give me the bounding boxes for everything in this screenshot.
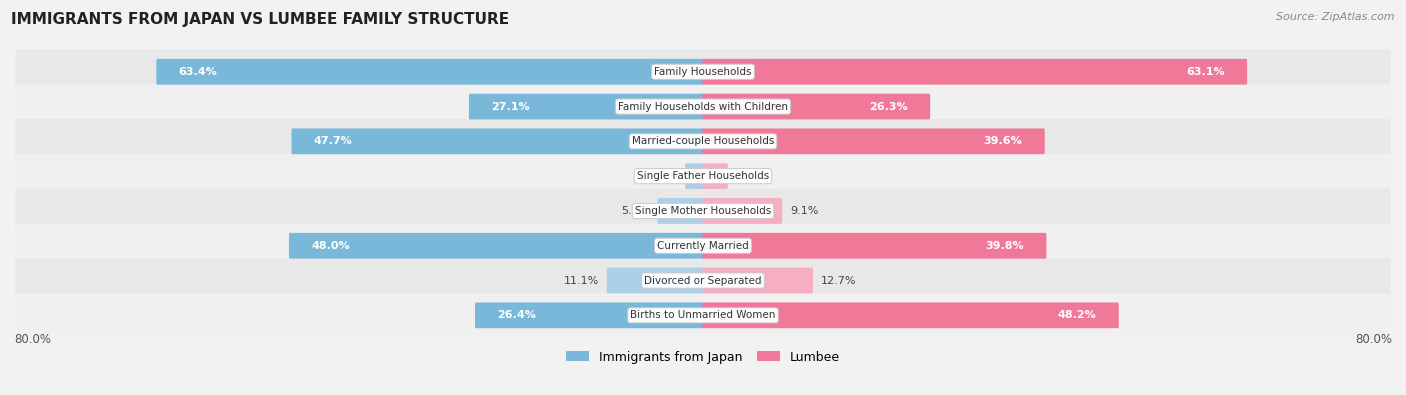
Text: 39.8%: 39.8% xyxy=(986,241,1024,251)
Text: 5.2%: 5.2% xyxy=(621,206,650,216)
Text: 48.2%: 48.2% xyxy=(1057,310,1097,320)
FancyBboxPatch shape xyxy=(15,258,1391,303)
FancyBboxPatch shape xyxy=(470,94,703,119)
Text: 47.7%: 47.7% xyxy=(314,136,353,147)
FancyBboxPatch shape xyxy=(290,233,703,259)
FancyBboxPatch shape xyxy=(703,163,728,189)
Text: Source: ZipAtlas.com: Source: ZipAtlas.com xyxy=(1277,12,1395,22)
FancyBboxPatch shape xyxy=(15,154,1391,198)
FancyBboxPatch shape xyxy=(658,198,703,224)
FancyBboxPatch shape xyxy=(156,59,703,85)
Text: 39.6%: 39.6% xyxy=(984,136,1022,147)
FancyBboxPatch shape xyxy=(703,94,931,119)
Text: 26.3%: 26.3% xyxy=(869,102,908,111)
Text: Single Mother Households: Single Mother Households xyxy=(636,206,770,216)
FancyBboxPatch shape xyxy=(15,224,1391,268)
FancyBboxPatch shape xyxy=(607,268,703,293)
FancyBboxPatch shape xyxy=(685,163,703,189)
FancyBboxPatch shape xyxy=(475,303,703,328)
Text: 63.4%: 63.4% xyxy=(179,67,218,77)
FancyBboxPatch shape xyxy=(15,84,1391,129)
FancyBboxPatch shape xyxy=(703,128,1045,154)
Text: 11.1%: 11.1% xyxy=(564,276,599,286)
Text: Family Households with Children: Family Households with Children xyxy=(619,102,787,111)
Text: Married-couple Households: Married-couple Households xyxy=(631,136,775,147)
Text: Divorced or Separated: Divorced or Separated xyxy=(644,276,762,286)
Text: 48.0%: 48.0% xyxy=(311,241,350,251)
Text: Births to Unmarried Women: Births to Unmarried Women xyxy=(630,310,776,320)
FancyBboxPatch shape xyxy=(703,303,1119,328)
Text: 12.7%: 12.7% xyxy=(821,276,856,286)
FancyBboxPatch shape xyxy=(15,49,1391,94)
FancyBboxPatch shape xyxy=(703,233,1046,259)
Text: IMMIGRANTS FROM JAPAN VS LUMBEE FAMILY STRUCTURE: IMMIGRANTS FROM JAPAN VS LUMBEE FAMILY S… xyxy=(11,12,509,27)
Text: 2.8%: 2.8% xyxy=(735,171,765,181)
FancyBboxPatch shape xyxy=(703,59,1247,85)
FancyBboxPatch shape xyxy=(703,198,782,224)
Text: 63.1%: 63.1% xyxy=(1187,67,1225,77)
Text: 80.0%: 80.0% xyxy=(14,333,51,346)
Text: Single Father Households: Single Father Households xyxy=(637,171,769,181)
Text: 2.0%: 2.0% xyxy=(648,171,678,181)
Legend: Immigrants from Japan, Lumbee: Immigrants from Japan, Lumbee xyxy=(561,346,845,369)
Text: 9.1%: 9.1% xyxy=(790,206,818,216)
FancyBboxPatch shape xyxy=(291,128,703,154)
FancyBboxPatch shape xyxy=(15,189,1391,233)
FancyBboxPatch shape xyxy=(15,119,1391,164)
Text: 26.4%: 26.4% xyxy=(498,310,536,320)
Text: Family Households: Family Households xyxy=(654,67,752,77)
FancyBboxPatch shape xyxy=(15,293,1391,338)
Text: 27.1%: 27.1% xyxy=(491,102,530,111)
Text: 80.0%: 80.0% xyxy=(1355,333,1392,346)
Text: Currently Married: Currently Married xyxy=(657,241,749,251)
FancyBboxPatch shape xyxy=(703,268,813,293)
